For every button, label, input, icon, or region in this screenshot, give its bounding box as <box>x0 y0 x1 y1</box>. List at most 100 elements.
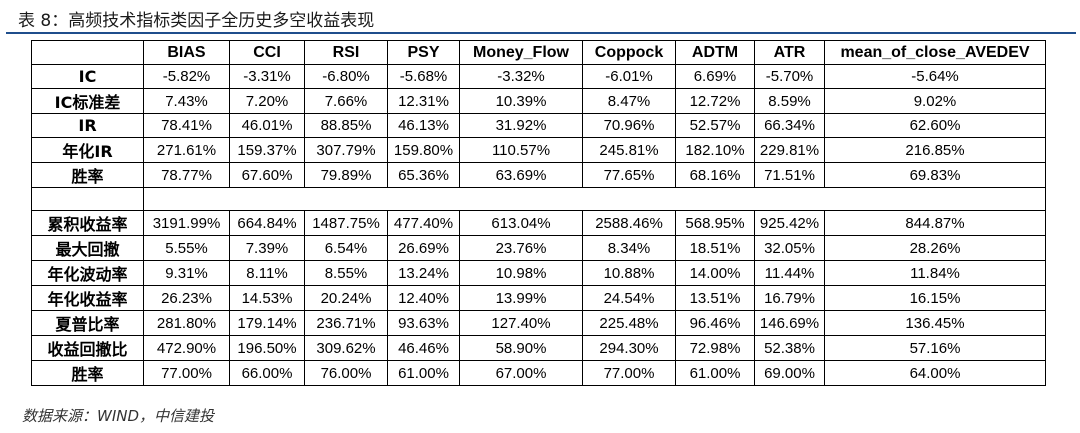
row-label: 夏普比率 <box>31 310 144 336</box>
value-cell: 16.79% <box>754 285 825 311</box>
value-cell: -3.32% <box>459 64 583 89</box>
value-cell: 13.24% <box>387 260 460 286</box>
row-label: 年化IR <box>31 137 144 163</box>
value-cell: 8.59% <box>754 88 825 114</box>
factor-performance-table: BIAS CCI RSI PSY Money_Flow Coppock ADTM… <box>31 40 1046 386</box>
value-cell: 229.81% <box>754 137 825 163</box>
value-cell: 5.55% <box>143 235 230 261</box>
table-row: 年化波动率 9.31% 8.11% 8.55% 13.24% 10.98% 10.88% 14… <box>31 260 1046 286</box>
value-cell: 57.16% <box>824 335 1046 361</box>
value-cell: 61.00% <box>387 360 460 386</box>
value-cell: 11.44% <box>754 260 825 286</box>
value-cell: 69.00% <box>754 360 825 386</box>
data-source-note: 数据来源：WIND，中信建投 <box>22 407 215 425</box>
value-cell: 68.16% <box>675 162 755 188</box>
row-label: 胜率 <box>31 162 144 188</box>
value-cell: 7.43% <box>143 88 230 114</box>
value-cell: 61.00% <box>675 360 755 386</box>
value-cell: 6.54% <box>304 235 388 261</box>
value-cell: 568.95% <box>675 210 755 236</box>
value-cell: 10.39% <box>459 88 583 114</box>
value-cell: 52.38% <box>754 335 825 361</box>
value-cell: 62.60% <box>824 113 1046 138</box>
value-cell: 307.79% <box>304 137 388 163</box>
table-caption: 表 8：高频技术指标类因子全历史多空收益表现 <box>18 11 375 31</box>
value-cell: 77.00% <box>582 360 676 386</box>
value-cell: 925.42% <box>754 210 825 236</box>
value-cell: 294.30% <box>582 335 676 361</box>
value-cell: 225.48% <box>582 310 676 336</box>
value-cell: 7.39% <box>229 235 305 261</box>
header-cell: PSY <box>387 40 460 65</box>
header-cell: Money_Flow <box>459 40 583 65</box>
value-cell: -5.68% <box>387 64 460 89</box>
table-row: 胜率 77.00% 66.00% 76.00% 61.00% 67.00% 77.00% 61… <box>31 360 1046 386</box>
value-cell: -5.64% <box>824 64 1046 89</box>
value-cell: 71.51% <box>754 162 825 188</box>
header-cell: BIAS <box>143 40 230 65</box>
value-cell: 63.69% <box>459 162 583 188</box>
value-cell: 79.89% <box>304 162 388 188</box>
value-cell: 7.20% <box>229 88 305 114</box>
row-label: 累积收益率 <box>31 210 144 236</box>
value-cell: 78.41% <box>143 113 230 138</box>
value-cell: 309.62% <box>304 335 388 361</box>
value-cell: 216.85% <box>824 137 1046 163</box>
header-row: BIAS CCI RSI PSY Money_Flow Coppock ADTM… <box>31 40 1046 65</box>
table-row: IC -5.82% -3.31% -6.80% -5.68% -3.32% -6.01% 6.… <box>31 64 1046 89</box>
value-cell: 46.01% <box>229 113 305 138</box>
spacer-section <box>31 187 1046 211</box>
value-cell: 72.98% <box>675 335 755 361</box>
value-cell: 8.47% <box>582 88 676 114</box>
value-cell: 26.69% <box>387 235 460 261</box>
value-cell: 77.65% <box>582 162 676 188</box>
value-cell: 93.63% <box>387 310 460 336</box>
value-cell: -5.70% <box>754 64 825 89</box>
value-cell: 127.40% <box>459 310 583 336</box>
value-cell: 65.36% <box>387 162 460 188</box>
row-label: 年化收益率 <box>31 285 144 311</box>
row-label: 胜率 <box>31 360 144 386</box>
value-cell: 88.85% <box>304 113 388 138</box>
value-cell: 58.90% <box>459 335 583 361</box>
value-cell: 8.11% <box>229 260 305 286</box>
value-cell: 66.34% <box>754 113 825 138</box>
table-row: 胜率 78.77% 67.60% 79.89% 65.36% 63.69% 77.65% 68… <box>31 162 1046 188</box>
value-cell: 10.88% <box>582 260 676 286</box>
value-cell: 67.00% <box>459 360 583 386</box>
blank-cell <box>143 187 1046 211</box>
value-cell: 10.98% <box>459 260 583 286</box>
value-cell: 6.69% <box>675 64 755 89</box>
value-cell: 14.53% <box>229 285 305 311</box>
row-label: IC标准差 <box>31 88 144 114</box>
value-cell: 159.37% <box>229 137 305 163</box>
value-cell: 477.40% <box>387 210 460 236</box>
value-cell: 136.45% <box>824 310 1046 336</box>
row-label: IC <box>31 64 144 89</box>
value-cell: 69.83% <box>824 162 1046 188</box>
value-cell: -3.31% <box>229 64 305 89</box>
value-cell: 46.13% <box>387 113 460 138</box>
value-cell: 13.51% <box>675 285 755 311</box>
value-cell: -6.80% <box>304 64 388 89</box>
value-cell: 196.50% <box>229 335 305 361</box>
value-cell: 28.26% <box>824 235 1046 261</box>
value-cell: -6.01% <box>582 64 676 89</box>
value-cell: 179.14% <box>229 310 305 336</box>
value-cell: 7.66% <box>304 88 388 114</box>
header-cell: Coppock <box>582 40 676 65</box>
value-cell: 9.02% <box>824 88 1046 114</box>
value-cell: 182.10% <box>675 137 755 163</box>
value-cell: 64.00% <box>824 360 1046 386</box>
value-cell: 20.24% <box>304 285 388 311</box>
value-cell: 24.54% <box>582 285 676 311</box>
value-cell: 664.84% <box>229 210 305 236</box>
value-cell: 110.57% <box>459 137 583 163</box>
value-cell: 14.00% <box>675 260 755 286</box>
value-cell: 3191.99% <box>143 210 230 236</box>
value-cell: 11.84% <box>824 260 1046 286</box>
value-cell: 78.77% <box>143 162 230 188</box>
value-cell: 1487.75% <box>304 210 388 236</box>
value-cell: 2588.46% <box>582 210 676 236</box>
value-cell: 46.46% <box>387 335 460 361</box>
